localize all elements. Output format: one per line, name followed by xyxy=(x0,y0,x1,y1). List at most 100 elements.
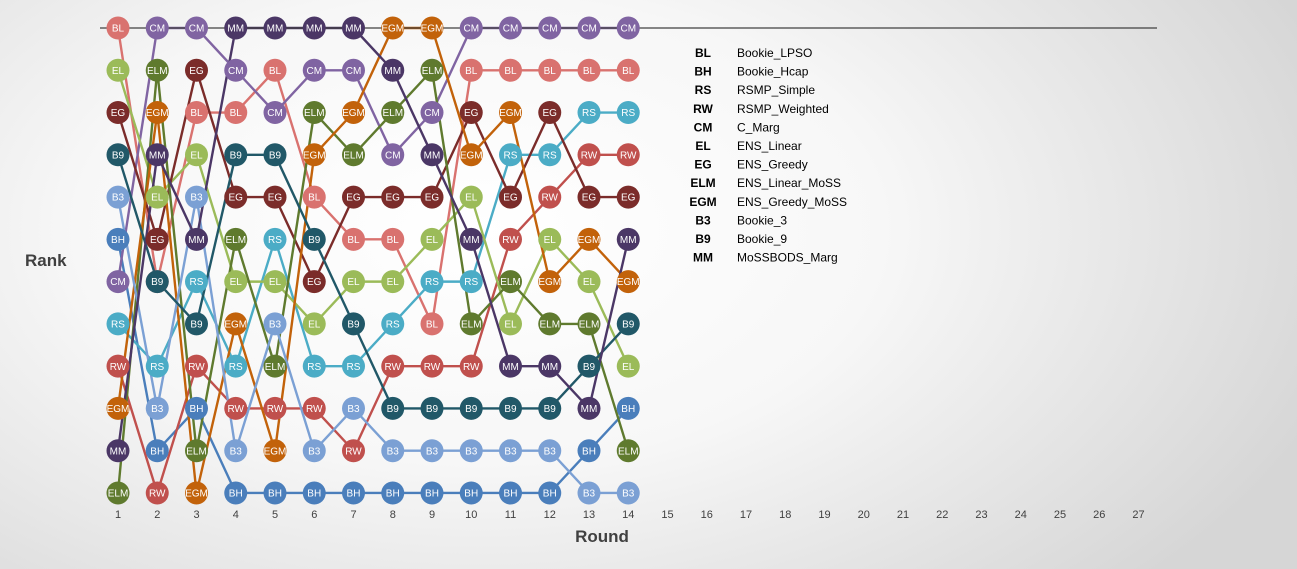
marker-egm-round-1: EGM xyxy=(106,396,130,420)
x-tick-18: 18 xyxy=(779,509,791,521)
svg-text:BL: BL xyxy=(190,108,203,119)
svg-text:EL: EL xyxy=(465,193,478,204)
svg-text:RS: RS xyxy=(268,235,282,246)
svg-text:RW: RW xyxy=(188,362,205,373)
svg-text:CM: CM xyxy=(110,277,126,288)
svg-text:B3: B3 xyxy=(230,446,243,457)
marker-b9-round-2: B9 xyxy=(145,270,169,294)
x-axis-label: Round xyxy=(575,527,629,546)
marker-bh-round-11: BH xyxy=(499,481,522,505)
svg-text:RS: RS xyxy=(464,277,478,288)
marker-bh-round-4: BH xyxy=(224,481,248,505)
svg-text:BH: BH xyxy=(347,489,361,500)
svg-text:B3: B3 xyxy=(426,446,439,457)
svg-text:EGM: EGM xyxy=(499,108,522,119)
marker-eg-round-2: EG xyxy=(145,227,169,251)
marker-bl-round-12: BL xyxy=(538,58,562,82)
marker-elm-round-6: ELM xyxy=(302,101,326,125)
svg-text:B9: B9 xyxy=(230,150,243,161)
marker-cm-round-3: CM xyxy=(185,16,208,40)
marker-mm-round-4: MM xyxy=(224,16,248,40)
svg-text:MM: MM xyxy=(345,24,362,35)
svg-text:CM: CM xyxy=(581,24,597,35)
marker-el-round-14: EL xyxy=(616,354,640,378)
svg-text:RS: RS xyxy=(229,362,243,373)
svg-text:B3: B3 xyxy=(465,446,478,457)
svg-text:MM: MM xyxy=(306,24,323,35)
marker-egm-round-4: EGM xyxy=(224,312,248,336)
svg-text:RS: RS xyxy=(582,108,596,119)
svg-text:B9: B9 xyxy=(504,404,517,415)
marker-bh-round-7: BH xyxy=(342,481,365,505)
svg-text:CM: CM xyxy=(228,66,244,77)
legend-label: ENS_Linear_MoSS xyxy=(737,176,841,190)
marker-elm-round-10: ELM xyxy=(459,312,483,336)
svg-text:EL: EL xyxy=(190,150,203,161)
marker-egm-round-10: EGM xyxy=(459,143,483,167)
svg-text:RW: RW xyxy=(306,404,323,415)
marker-rw-round-9: RW xyxy=(420,354,444,378)
marker-egm-round-7: EGM xyxy=(342,101,365,125)
svg-text:EG: EG xyxy=(111,108,126,119)
svg-text:B3: B3 xyxy=(269,319,282,330)
svg-text:ELM: ELM xyxy=(618,446,639,457)
legend-entry-rs: RS RSMP_Simple xyxy=(695,83,816,97)
marker-eg-round-14: EG xyxy=(616,185,640,209)
svg-text:BL: BL xyxy=(308,193,321,204)
x-tick-9: 9 xyxy=(429,509,435,521)
svg-text:EG: EG xyxy=(386,193,401,204)
marker-b3-round-11: B3 xyxy=(499,439,522,463)
svg-text:ELM: ELM xyxy=(461,319,482,330)
legend-label: Bookie_9 xyxy=(737,232,787,246)
svg-text:B9: B9 xyxy=(426,404,439,415)
svg-text:MM: MM xyxy=(227,24,244,35)
svg-text:EL: EL xyxy=(347,277,360,288)
svg-text:BH: BH xyxy=(582,446,596,457)
svg-text:ELM: ELM xyxy=(108,489,129,500)
marker-eg-round-11: EG xyxy=(499,185,522,209)
svg-text:RW: RW xyxy=(463,362,480,373)
x-tick-6: 6 xyxy=(311,509,317,521)
legend-abbr: B9 xyxy=(695,232,711,246)
marker-mm-round-14: MM xyxy=(616,227,640,251)
svg-text:B3: B3 xyxy=(504,446,517,457)
x-tick-27: 27 xyxy=(1132,509,1144,521)
marker-rs-round-5: RS xyxy=(263,227,287,251)
svg-text:CM: CM xyxy=(149,24,165,35)
marker-bh-round-9: BH xyxy=(420,481,444,505)
svg-text:BH: BH xyxy=(111,235,125,246)
marker-b9-round-4: B9 xyxy=(224,143,248,167)
marker-eg-round-8: EG xyxy=(381,185,405,209)
marker-b3-round-7: B3 xyxy=(342,396,365,420)
marker-cm-round-10: CM xyxy=(459,16,483,40)
marker-b3-round-2: B3 xyxy=(145,396,169,420)
marker-rw-round-14: RW xyxy=(616,143,640,167)
series-markers: BLBLBLBLBLBLBLBLBLBLBLBLBLBLBHBHBHBHBHBH… xyxy=(106,16,640,505)
marker-bl-round-10: BL xyxy=(459,58,483,82)
x-tick-7: 7 xyxy=(350,509,356,521)
marker-rs-round-13: RS xyxy=(577,101,601,125)
svg-text:B9: B9 xyxy=(269,150,282,161)
svg-text:BH: BH xyxy=(190,404,204,415)
marker-egm-round-2: EGM xyxy=(145,101,169,125)
svg-text:RW: RW xyxy=(149,489,166,500)
svg-text:EG: EG xyxy=(425,193,440,204)
legend-abbr: EGM xyxy=(689,195,716,209)
x-tick-19: 19 xyxy=(818,509,830,521)
marker-el-round-3: EL xyxy=(185,143,208,167)
x-tick-2: 2 xyxy=(154,509,160,521)
marker-elm-round-8: ELM xyxy=(381,101,405,125)
svg-text:EGM: EGM xyxy=(617,277,640,288)
marker-elm-round-11: ELM xyxy=(499,270,522,294)
marker-eg-round-10: EG xyxy=(459,101,483,125)
marker-elm-round-14: ELM xyxy=(616,439,640,463)
svg-text:EG: EG xyxy=(268,193,283,204)
marker-egm-round-5: EGM xyxy=(263,439,287,463)
svg-text:RS: RS xyxy=(386,319,400,330)
svg-text:RS: RS xyxy=(347,362,361,373)
svg-text:BL: BL xyxy=(387,235,400,246)
svg-text:RS: RS xyxy=(543,150,557,161)
x-tick-22: 22 xyxy=(936,509,948,521)
svg-text:RW: RW xyxy=(424,362,441,373)
